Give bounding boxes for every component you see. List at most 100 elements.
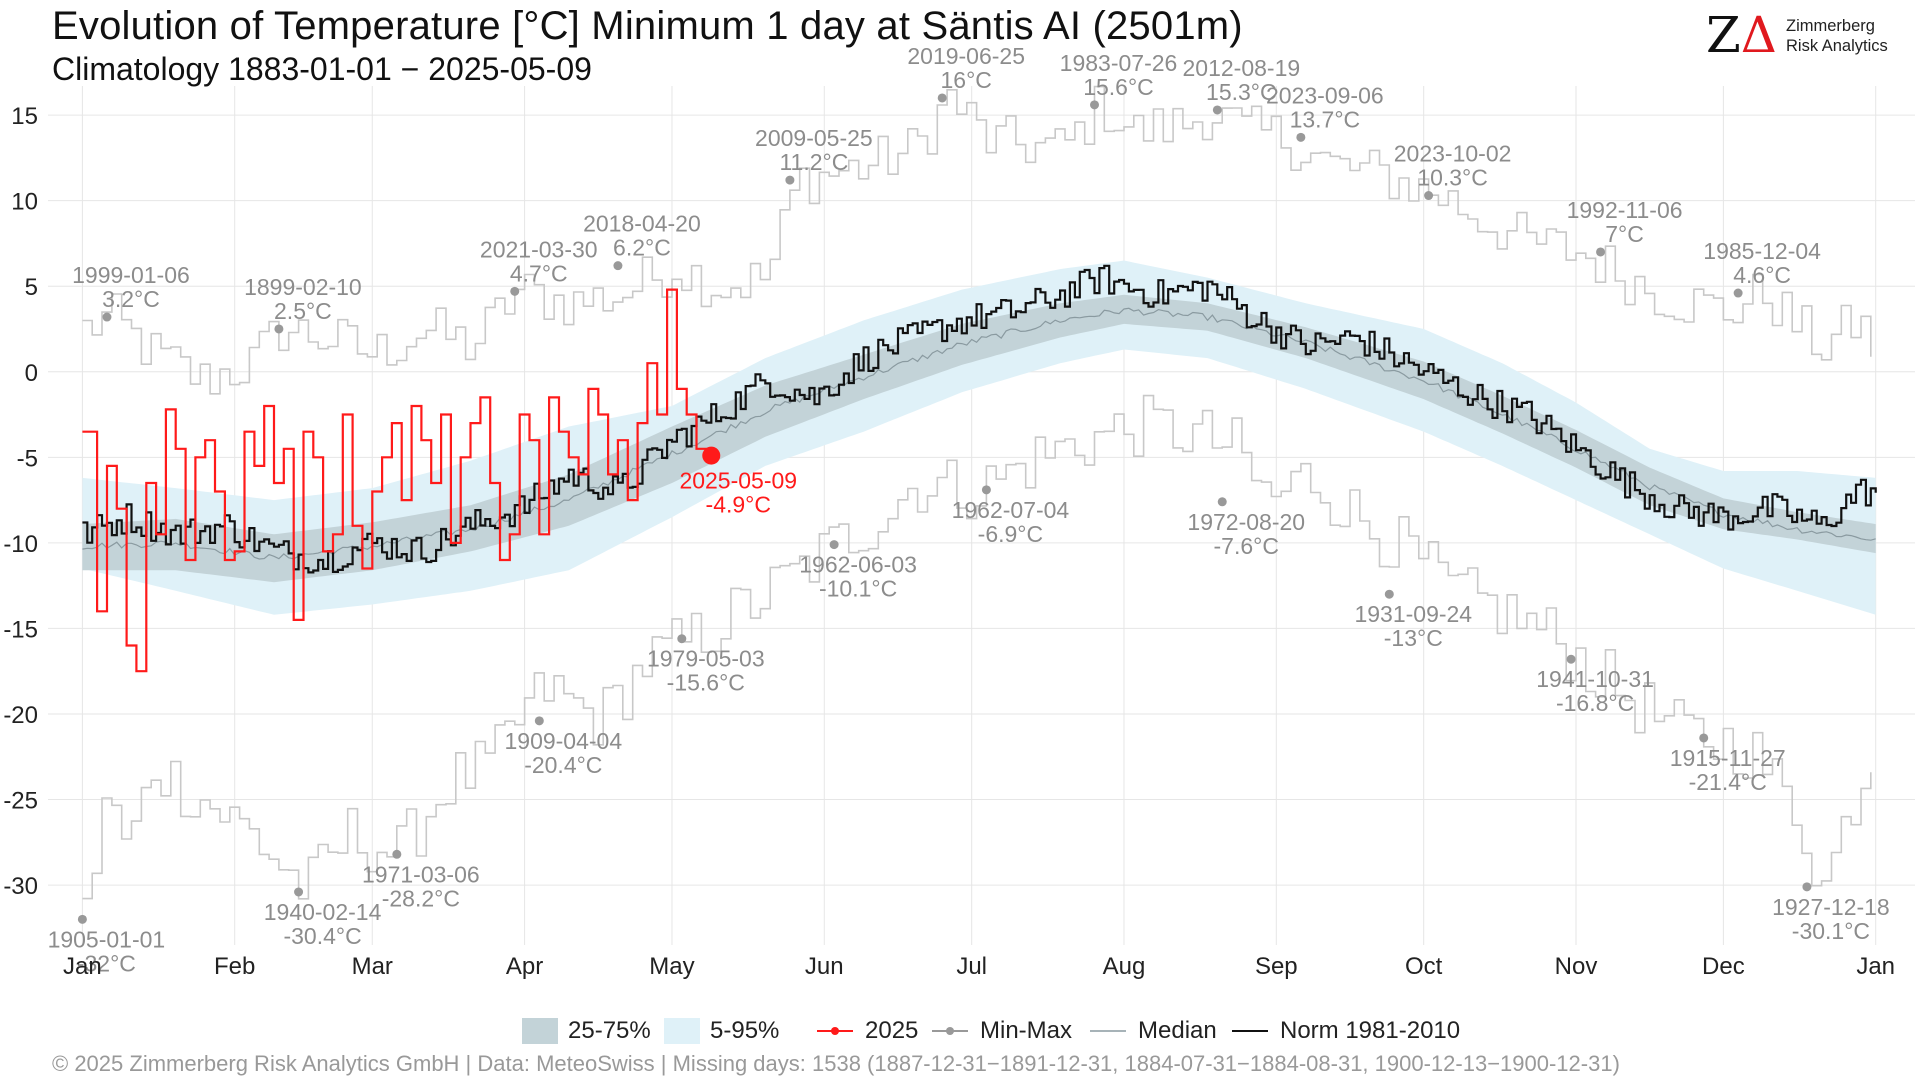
extreme-label-value: -30.1°C (1792, 918, 1870, 944)
extreme-marker (785, 175, 795, 185)
extreme-label-date: 2018-04-20 (583, 211, 701, 237)
legend-item-p90: 5-95% (664, 1012, 779, 1050)
extreme-label-date: 2021-03-30 (480, 236, 598, 262)
y-tick-label: 0 (25, 360, 38, 387)
y-tick-label: -20 (3, 702, 38, 729)
series-2025-line (82, 288, 713, 673)
axis-tick-labels: 15 10 5 0 -5 -10 -15 -20 -25 -30 Jan Feb Mar Apr May Ju… (3, 103, 1895, 980)
extreme-label-value: 11.2°C (779, 149, 848, 175)
y-tick-label: -30 (3, 873, 38, 900)
extreme-marker (1217, 497, 1227, 507)
legend-label-minmax: Min-Max (980, 1017, 1073, 1044)
logo-line-2: Risk Analytics (1786, 37, 1888, 55)
logo-line-1: Zimmerberg (1786, 17, 1875, 35)
extreme-label-date: 1992-11-06 (1567, 197, 1683, 223)
x-tick-label: May (649, 953, 694, 980)
extreme-marker (677, 634, 687, 644)
logo-mark: ZΔ (1706, 10, 1777, 60)
legend-swatch-iqr (522, 1018, 558, 1044)
x-tick-label: Dec (1702, 953, 1745, 980)
annotations: 1999-01-063.2°C 1899-02-102.5°C 2021-03-30… (48, 43, 1890, 976)
legend-label-norm: Norm 1981-2010 (1280, 1017, 1461, 1044)
chart-subtitle: Climatology 1883-01-01 − 2025-05-09 (52, 51, 592, 87)
current-day-marker (702, 446, 721, 465)
x-tick-label: Jan (63, 953, 102, 980)
y-tick-label: 15 (11, 103, 38, 130)
legend-label-2025: 2025 (865, 1017, 919, 1044)
extreme-label-date: 1899-02-10 (244, 274, 362, 300)
x-tick-label: Jun (805, 953, 844, 980)
extreme-marker (1384, 589, 1394, 599)
extreme-marker (1802, 882, 1812, 892)
extreme-label-date: 2009-05-25 (755, 125, 873, 151)
logo-mark-delta: Δ (1740, 6, 1777, 64)
legend-item-minmax: Min-Max (930, 1012, 1072, 1050)
legend-item-2025: 2025 (815, 1012, 918, 1050)
extreme-label-date: 1979-05-03 (647, 646, 765, 672)
extreme-label-date: 2012-08-19 (1183, 55, 1301, 81)
percentile-bands (82, 260, 1876, 615)
logo-mark-z: Z (1706, 6, 1741, 64)
y-tick-label: -10 (3, 531, 38, 558)
x-tick-label: Sep (1255, 953, 1298, 980)
extreme-label-value: 15.6°C (1083, 74, 1154, 100)
temperature-chart: 1999-01-063.2°C 1899-02-102.5°C 2021-03-30… (3, 43, 1915, 980)
legend-label-median: Median (1138, 1017, 1217, 1044)
extreme-label-value: 16°C (940, 67, 991, 93)
x-tick-label: Oct (1405, 953, 1443, 980)
extreme-label-date: 1962-06-03 (799, 552, 917, 578)
legend-item-iqr: 25-75% (522, 1012, 651, 1050)
extreme-label-date: 1999-01-06 (72, 262, 190, 288)
extreme-label-date: 1983-07-26 (1060, 50, 1178, 76)
extreme-marker (1566, 654, 1576, 664)
legend-item-norm: Norm 1981-2010 (1230, 1012, 1460, 1050)
extreme-label-date: 1940-02-14 (264, 899, 382, 925)
extreme-label-date: 2019-06-25 (907, 43, 1025, 69)
extreme-label-value: -13°C (1384, 625, 1443, 651)
extreme-marker (1090, 100, 1100, 110)
extreme-label-value: -28.2°C (382, 885, 460, 911)
extreme-label-value: 3.2°C (102, 286, 160, 312)
extreme-label-value: 4.6°C (1733, 262, 1791, 288)
extreme-label-date: 2023-10-02 (1394, 141, 1512, 167)
extreme-label-value: -20.4°C (524, 752, 602, 778)
y-tick-label: -5 (17, 445, 38, 472)
extreme-label-value: 13.7°C (1290, 106, 1361, 132)
extreme-label-value: -15.6°C (667, 670, 745, 696)
extreme-marker (1699, 733, 1709, 743)
extreme-markers (77, 93, 1812, 924)
extreme-marker (1424, 191, 1434, 201)
extreme-label-date: 1941-10-31 (1536, 666, 1654, 692)
extreme-label-value: -16.8°C (1556, 690, 1634, 716)
legend-swatch-median (1088, 1018, 1128, 1044)
extreme-marker (1733, 288, 1743, 298)
y-tick-label: 5 (25, 274, 38, 301)
x-tick-label: Mar (352, 953, 393, 980)
extreme-label-date: 1985-12-04 (1703, 238, 1821, 264)
extreme-marker (392, 849, 402, 859)
extreme-marker (1212, 105, 1222, 115)
extreme-label-date: 1909-04-04 (504, 728, 622, 754)
extreme-label-value: 15.3°C (1206, 79, 1277, 105)
legend-item-median: Median (1088, 1012, 1217, 1050)
extreme-label-value: -6.9°C (978, 521, 1043, 547)
legend-label-iqr: 25-75% (568, 1017, 651, 1044)
legend-label-p90: 5-95% (710, 1017, 780, 1044)
legend-swatch-minmax (930, 1018, 970, 1044)
legend-swatch-norm (1230, 1018, 1270, 1044)
extreme-label-value: 2.5°C (274, 298, 332, 324)
extreme-label-value: 7°C (1605, 221, 1644, 247)
extreme-label-date: 1931-09-24 (1354, 601, 1472, 627)
footer-credits: © 2025 Zimmerberg Risk Analytics GmbH | … (52, 1051, 1620, 1076)
extreme-marker (510, 286, 520, 296)
extreme-label-value: -32°C (77, 950, 136, 976)
x-tick-label: Jul (956, 953, 987, 980)
extreme-label-value: -21.4°C (1689, 769, 1767, 795)
x-tick-label: Apr (506, 953, 543, 980)
band-25-75 (82, 294, 1876, 583)
series-lines (82, 85, 1877, 900)
extreme-label-date: 2023-09-06 (1266, 82, 1384, 108)
extreme-label-date: 1962-07-04 (952, 497, 1070, 523)
legend-swatch-2025 (815, 1018, 855, 1044)
extreme-marker (77, 914, 87, 924)
